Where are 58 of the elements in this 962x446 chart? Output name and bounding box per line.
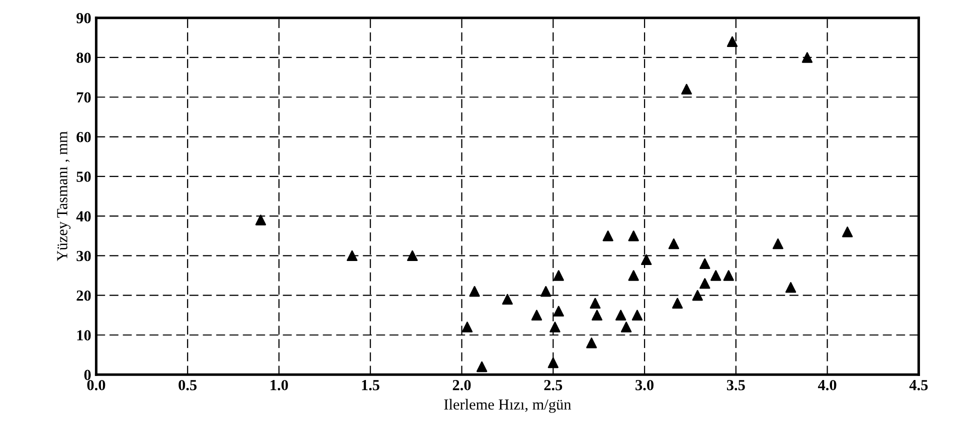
point (602, 230, 614, 242)
point (802, 52, 813, 63)
point (672, 298, 683, 309)
point (620, 322, 632, 332)
x-tick-label: 1.0 (270, 380, 288, 390)
x-tick-label: 0.5 (178, 380, 197, 390)
x-tick-label: 0.0 (87, 380, 106, 390)
point (540, 286, 552, 297)
point (550, 322, 560, 332)
x-tick-label: 4.0 (818, 380, 836, 390)
point (346, 250, 358, 262)
y-tick-label: 70 (76, 92, 91, 103)
point (615, 310, 626, 321)
point (553, 270, 564, 281)
point (700, 278, 710, 289)
y-tick-label: 0 (84, 370, 91, 380)
point (531, 310, 542, 321)
point (502, 294, 513, 305)
point (726, 36, 738, 47)
x-tick-label: 4.5 (909, 380, 928, 390)
point (407, 250, 418, 262)
y-tick-label: 20 (76, 290, 91, 301)
point (785, 282, 796, 293)
x-tick-label: 3.0 (636, 380, 654, 390)
point (586, 338, 597, 348)
point (842, 226, 853, 238)
point (710, 270, 722, 281)
y-tick-label: 80 (76, 52, 91, 63)
point (628, 270, 639, 281)
x-tick-label: 2.5 (544, 380, 562, 390)
point (681, 84, 692, 95)
y-tick-label: 40 (76, 211, 91, 222)
point (641, 254, 652, 266)
point (632, 310, 643, 321)
point (668, 238, 680, 250)
y-tick-label: 50 (76, 172, 91, 182)
x-axis-title: Ilerleme Hızı, m/gün (444, 398, 572, 413)
point (462, 322, 473, 332)
y-tick-label: 90 (76, 12, 91, 24)
point (590, 298, 601, 309)
point (700, 258, 710, 269)
y-tick-label: 60 (76, 132, 91, 142)
point (592, 310, 602, 321)
point (723, 270, 734, 281)
point (548, 357, 559, 368)
y-tick-label: 30 (76, 250, 91, 262)
y-tick-label: 10 (77, 330, 91, 340)
point (476, 361, 488, 372)
point (692, 290, 703, 301)
x-tick-label: 1.5 (362, 380, 380, 390)
x-tick-label: 3.5 (726, 380, 745, 390)
point (553, 306, 564, 317)
point (772, 238, 784, 250)
x-tick-label: 2.0 (452, 380, 471, 390)
point (469, 286, 480, 297)
y-axis-title: Yüzey Tasmanı , mm (57, 131, 71, 262)
point (628, 230, 639, 242)
point (255, 214, 266, 226)
